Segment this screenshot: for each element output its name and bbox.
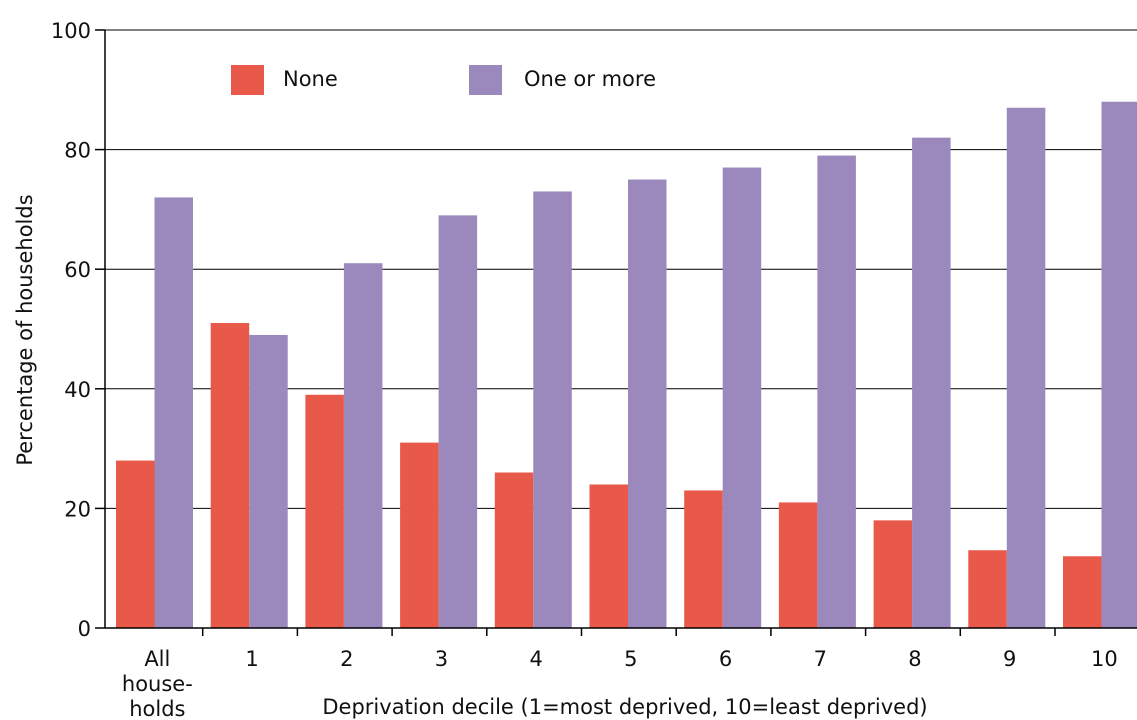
x-category-label-line: house- — [122, 672, 193, 696]
x-category-label-line: 5 — [624, 647, 637, 671]
bar-none-8 — [873, 520, 913, 628]
bar-one-or-more-1 — [249, 334, 288, 628]
x-category-label-line: 1 — [245, 647, 258, 671]
bar-one-or-more-3 — [438, 215, 478, 628]
x-axis-title: Deprivation decile (1=most deprived, 10=… — [322, 695, 927, 719]
bar-one-or-more-8 — [912, 137, 951, 628]
bar-one-or-more-5 — [628, 179, 667, 628]
bar-one-or-more-6 — [722, 167, 762, 629]
legend-label-none: None — [283, 67, 338, 91]
bar-one-or-more-9 — [1006, 107, 1046, 629]
y-axis-title: Percentage of households — [13, 194, 37, 465]
y-tick-label-100: 100 — [51, 19, 91, 43]
legend-label-one-or-more: One or more — [524, 67, 656, 91]
legend-swatch-none — [231, 65, 264, 95]
bar-one-or-more-0 — [154, 197, 193, 628]
x-category-label: 6 — [719, 647, 732, 671]
x-category-label: 8 — [908, 647, 921, 671]
x-category-label: 9 — [1003, 647, 1016, 671]
bar-none-2 — [305, 394, 344, 628]
x-category-label: 4 — [529, 647, 542, 671]
bar-none-6 — [684, 490, 723, 628]
x-category-label-line: All — [144, 647, 170, 671]
x-category-label-line: 2 — [340, 647, 353, 671]
x-category-label-line: holds — [129, 697, 185, 720]
x-category-label-line: 8 — [908, 647, 921, 671]
x-category-label-line: 6 — [719, 647, 732, 671]
y-tick-label-20: 20 — [64, 497, 91, 521]
bar-none-7 — [778, 502, 818, 628]
bar-none-5 — [589, 484, 628, 628]
axes — [104, 30, 1137, 636]
y-tick-label-60: 60 — [64, 258, 91, 282]
bar-none-10 — [1063, 556, 1102, 628]
x-category-label-line: 10 — [1091, 647, 1118, 671]
y-tick-label-0: 0 — [78, 617, 91, 641]
x-category-label: 10 — [1091, 647, 1118, 671]
x-category-label: All house-holds — [122, 647, 193, 720]
x-category-label-line: 7 — [814, 647, 827, 671]
x-category-label: 5 — [624, 647, 637, 671]
x-category-label-line: 4 — [529, 647, 542, 671]
bar-none-3 — [400, 442, 439, 628]
legend: None One or more — [231, 65, 656, 95]
y-tick-label-40: 40 — [64, 378, 91, 402]
x-category-label-line: 9 — [1003, 647, 1016, 671]
bar-none-9 — [968, 550, 1007, 628]
y-tick-label-80: 80 — [64, 139, 91, 163]
x-category-label-line: 3 — [435, 647, 448, 671]
bar-one-or-more-10 — [1101, 101, 1137, 628]
x-category-label: 2 — [340, 647, 353, 671]
y-tick-labels: 0 20 40 60 80 100 — [51, 19, 105, 641]
legend-swatch-one-or-more — [469, 65, 502, 95]
bars — [116, 101, 1137, 629]
bar-one-or-more-7 — [817, 155, 856, 628]
bar-none-4 — [494, 472, 534, 628]
bar-none-1 — [210, 323, 250, 628]
x-category-label: 7 — [814, 647, 827, 671]
x-category-labels: All house-holds 1 2 3 4 5 6 7 8 9 10 — [122, 647, 1118, 720]
x-category-label: 3 — [435, 647, 448, 671]
bar-none-0 — [116, 460, 155, 628]
bar-one-or-more-2 — [343, 263, 383, 628]
bar-one-or-more-4 — [533, 191, 572, 628]
x-category-label: 1 — [245, 647, 258, 671]
